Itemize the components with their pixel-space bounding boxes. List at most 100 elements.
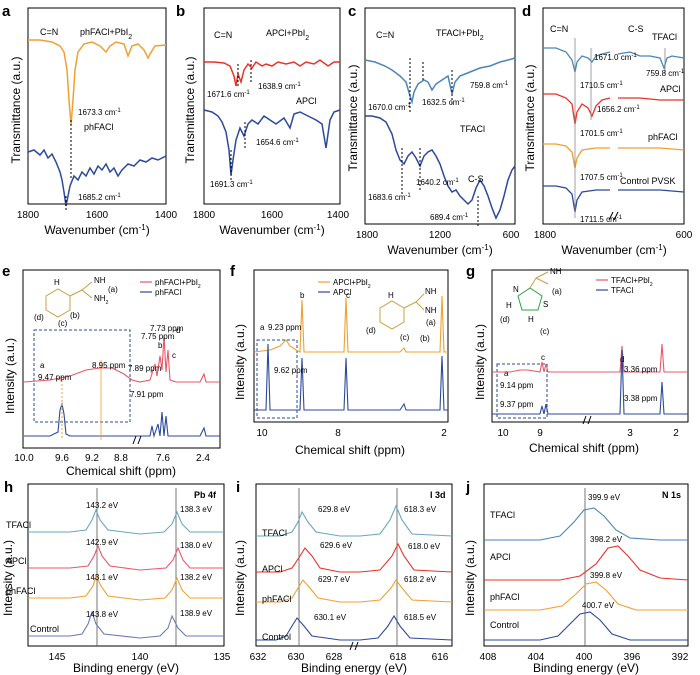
panel-j: j Intensity (a.u.) N 1s TFACl APCl phFAC…: [463, 479, 689, 675]
x-tick-label: 3: [627, 428, 633, 439]
plot-frame: [483, 483, 689, 647]
series-line: [256, 504, 453, 537]
peak-annotation: 629.6 eV: [320, 541, 353, 550]
y-axis-label: Intensity (a.u.): [463, 540, 477, 616]
peak-annotation: 618.3 eV: [404, 505, 437, 514]
legend-entry: phFACl: [155, 288, 181, 297]
series-line: [543, 93, 611, 125]
series-line: [484, 611, 688, 641]
peak-annotation: 398.2 eV: [590, 535, 623, 544]
peak-label: c: [172, 351, 176, 360]
peak-annotation: 143.2 eV: [86, 501, 119, 510]
series-label: Control PVSK: [620, 176, 676, 186]
y-axis-label: Transmittance (a.u.): [523, 65, 537, 172]
x-axis-label: Wavenumber (cm-1): [561, 243, 666, 258]
x-tick-label: 145: [49, 652, 66, 663]
peak-annotation: 1671.0 cm-1: [594, 53, 637, 62]
x-tick-label: 1800: [193, 210, 216, 221]
atom-label: H: [388, 291, 394, 300]
peak-annotation: 1707.5 cm-1: [580, 173, 623, 182]
series-line: [618, 147, 685, 151]
series-line: [365, 115, 516, 220]
atom-label: NH: [425, 306, 437, 315]
x-tick-label: 1200: [429, 230, 452, 241]
series-label: APCl: [6, 556, 27, 566]
axis-break: [582, 415, 592, 425]
series-label: APCl: [490, 552, 511, 562]
plot-frame: [255, 483, 453, 647]
peak-annotation: 1683.6 cm-1: [368, 193, 411, 202]
series-line: [23, 335, 220, 383]
bond-label: C-S: [468, 174, 484, 184]
series-label: Control: [30, 624, 59, 634]
x-tick-label: 2.4: [196, 453, 210, 464]
benzene-ring: [379, 300, 405, 330]
series-line: [28, 544, 224, 571]
panel-label: c: [348, 3, 356, 20]
series-line: [364, 57, 516, 105]
x-axis-label: Chemical shift (ppm): [529, 441, 639, 455]
series-label: TFACl: [460, 124, 485, 134]
atom-label: NH: [94, 276, 106, 285]
x-tick-label: 630: [288, 652, 305, 663]
peak-annotation: 618.0 eV: [408, 542, 441, 551]
peak-annotation: 7.75 ppm: [141, 332, 175, 341]
series-label: TFACl: [652, 32, 677, 42]
series-line: [253, 295, 448, 353]
panel-f: f Intensity (a.u.) APCl+PbI2 APCl H NH N…: [230, 263, 449, 457]
bond: [81, 281, 93, 291]
x-tick-label: 1400: [327, 210, 350, 221]
y-axis-label: Intensity (a.u.): [233, 324, 247, 400]
y-axis-label: Transmittance (a.u.): [183, 57, 197, 164]
peak-annotation: 138.0 eV: [180, 541, 213, 550]
series-label: phFACl: [6, 586, 36, 596]
bond: [415, 301, 425, 311]
series-line: [484, 581, 688, 611]
series-label: TFACl: [262, 528, 287, 538]
peak-annotation: 759.8 cm-1: [646, 69, 685, 78]
x-tick-label: 10.0: [14, 453, 34, 464]
peak-label: d: [176, 326, 180, 335]
panel-label: b: [176, 3, 185, 20]
peak-annotation: 143.8 eV: [86, 610, 119, 619]
x-tick-label: 392: [672, 652, 689, 663]
peak-annotation: 759.8 cm-1: [470, 81, 509, 90]
x-axis-label: Wavenumber (cm-1): [387, 243, 492, 258]
legend-entry: APCl+PbI2: [333, 278, 371, 290]
x-axis-label: Binding energy (eV): [73, 661, 179, 675]
bond: [403, 301, 417, 309]
site-label: (c): [400, 333, 410, 342]
panel-label: h: [4, 479, 13, 496]
peak-annotation: 629.7 eV: [318, 575, 351, 584]
x-tick-label: 616: [432, 652, 449, 663]
peak-annotation: 618.2 eV: [404, 575, 437, 584]
series-label: APCl: [262, 564, 283, 574]
site-label: (a): [552, 287, 562, 296]
series-line: [543, 47, 611, 73]
site-label: (c): [58, 319, 68, 328]
series-line: [28, 508, 224, 535]
peak-annotation: 1711.5 cm-1: [580, 215, 623, 224]
series-line: [204, 59, 340, 87]
benzene-ring: [45, 288, 71, 318]
axis-break: [132, 435, 142, 445]
bond: [535, 271, 549, 279]
series-line: [543, 185, 610, 213]
series-line: [28, 574, 224, 601]
peak-label: c: [541, 353, 545, 362]
legend-sub: 2: [128, 34, 132, 41]
legend-sub: 2: [480, 35, 484, 42]
plot-frame: [542, 7, 685, 225]
series-line: [254, 343, 448, 411]
x-tick-label: 1600: [261, 210, 284, 221]
panel-e: e Intensity (a.u.) H NH NH2 (a) (b) (c) …: [2, 263, 221, 478]
legend-entry: phFACl+PbI2: [155, 278, 201, 290]
x-axis-label: Binding energy (eV): [533, 661, 639, 675]
x-tick-label: 600: [503, 230, 520, 241]
x-tick-label: 1800: [356, 230, 379, 241]
panel-a: a Transmittance (a.u.) C=N phFACl+PbI2 p…: [2, 3, 178, 237]
x-axis-label: Binding energy (eV): [301, 661, 407, 675]
x-axis-label: Wavenumber (cm-1): [44, 223, 149, 238]
